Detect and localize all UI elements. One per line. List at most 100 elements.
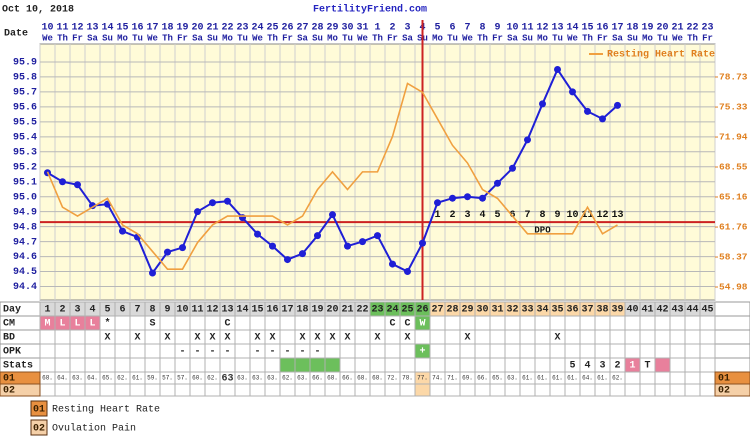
row-cell: [534, 357, 551, 373]
y-tick-label: 95.1: [13, 177, 37, 188]
date-label: 29: [326, 23, 338, 34]
temperature-point: [149, 269, 156, 277]
row-cell: [309, 383, 326, 397]
heart-rate-label: 63: [221, 374, 233, 385]
row-cell: [609, 329, 626, 345]
opk-entry: -: [179, 347, 185, 358]
row-cell: [54, 383, 71, 397]
heart-rate-label: 68.: [372, 375, 383, 382]
row-cell: [594, 383, 611, 397]
row-cell: [84, 357, 101, 373]
temperature-point: [224, 197, 231, 205]
date-label: 17: [146, 23, 158, 34]
opk-entry: -: [254, 347, 260, 358]
y-tick-label: 94.6: [13, 252, 37, 263]
weekday-label: Fr: [282, 33, 293, 43]
heart-rate-label: 61.: [567, 375, 578, 382]
temperature-point: [524, 136, 531, 144]
temperature-point: [179, 244, 186, 252]
row-cell: [474, 357, 491, 373]
heart-rate-label: 63.: [237, 375, 248, 382]
row-cell: [279, 383, 296, 397]
weekday-label: Tu: [447, 33, 458, 43]
temperature-point: [584, 107, 591, 115]
y-tick-label: 94.9: [13, 207, 37, 218]
day-number: 31: [491, 305, 503, 316]
heart-rate-label: 64.: [582, 375, 593, 382]
temperature-point: [509, 164, 516, 172]
row-cell: [264, 357, 281, 373]
date-label: 14: [566, 23, 578, 34]
row-cell: [489, 357, 506, 373]
cm-entry: C: [389, 319, 395, 330]
row-cell: [39, 329, 56, 345]
row-cell: [654, 329, 671, 345]
bd-entry: X: [464, 333, 470, 344]
heart-rate-label: 57.: [162, 375, 173, 382]
day-number: 13: [221, 305, 233, 316]
heart-rate-label: 66.: [312, 375, 323, 382]
temperature-point: [119, 227, 126, 235]
row-cell: [579, 343, 596, 359]
bd-entry: X: [209, 333, 215, 344]
weekday-label: Th: [687, 33, 698, 43]
row-cell: [549, 315, 566, 331]
date-label: 16: [131, 23, 143, 34]
row-cell: [654, 315, 671, 331]
bd-entry: X: [194, 333, 200, 344]
heart-rate-label: 59.: [147, 375, 158, 382]
row-cell: [264, 383, 281, 397]
bd-entry: X: [299, 333, 305, 344]
weekday-label: We: [357, 33, 368, 43]
row-cell: [249, 357, 266, 373]
day-number: 17: [281, 305, 293, 316]
heart-rate-label: 68.: [357, 375, 368, 382]
day-number: 44: [686, 305, 698, 316]
row-code: 02: [718, 386, 730, 397]
row-cell: [654, 357, 671, 373]
row-cell: [219, 357, 236, 373]
opk-entry: -: [299, 347, 305, 358]
date-label: 18: [161, 23, 173, 34]
row-cell: [324, 315, 341, 331]
cm-entry: L: [74, 319, 80, 330]
y2-tick-label: 65.16: [719, 191, 748, 202]
weekday-label: Tu: [237, 33, 248, 43]
row-cell: [459, 383, 476, 397]
chart-subtitle: Oct 10, 2018: [2, 5, 74, 16]
row-cell: [669, 383, 686, 397]
cm-entry: S: [149, 319, 155, 330]
dpo-number: 2: [449, 210, 455, 221]
row-cell: [594, 343, 611, 359]
row-cell: [699, 315, 716, 331]
y2-tick-label: 68.55: [719, 162, 748, 173]
row-cell: [699, 357, 716, 373]
temperature-point: [554, 65, 561, 73]
weekday-label: Fr: [492, 33, 503, 43]
legend-label: Resting Heart Rate: [52, 404, 160, 416]
temperature-point: [419, 239, 426, 247]
row-cell: [339, 383, 356, 397]
row-cell: [519, 383, 536, 397]
row-cell: [669, 315, 686, 331]
heart-rate-label: 62.: [282, 375, 293, 382]
date-label: 15: [116, 23, 128, 34]
day-number: 27: [431, 305, 443, 316]
date-label: 5: [434, 23, 440, 34]
opk-entry: -: [269, 347, 275, 358]
day-number: 42: [656, 305, 668, 316]
row-cell: [444, 357, 461, 373]
row-cell: [519, 357, 536, 373]
day-number: 26: [416, 305, 428, 316]
row-cell: [204, 383, 221, 397]
date-label: 8: [479, 23, 485, 34]
heart-rate-label: 57.: [177, 375, 188, 382]
row-cell: [429, 343, 446, 359]
opk-entry: -: [209, 347, 215, 358]
row-cell: [504, 357, 521, 373]
temperature-point: [239, 214, 246, 222]
heart-rate-label: 63.: [72, 375, 83, 382]
date-label: 26: [281, 23, 293, 34]
row-cell: [669, 371, 686, 385]
dpo-number: 10: [566, 210, 578, 221]
